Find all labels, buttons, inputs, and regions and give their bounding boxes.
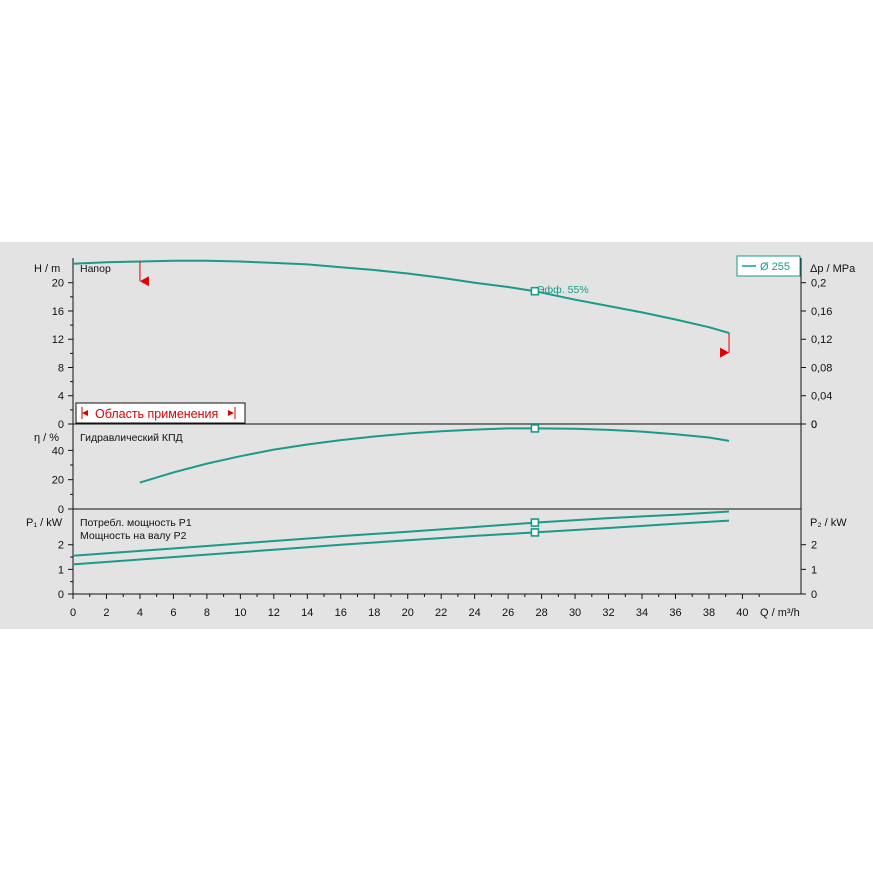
y2-tick-label: 0,04: [811, 391, 832, 403]
y-tick-label: 20: [52, 278, 64, 290]
x-tick-label: 36: [669, 607, 681, 619]
y-tick-label: 2: [58, 540, 64, 552]
curve-power-0: [72, 510, 730, 557]
head-series-label: Напор: [80, 263, 111, 275]
legend-label: Ø 255: [760, 261, 790, 273]
x-tick-label: 34: [636, 607, 648, 619]
range-left-arrow-icon: [82, 410, 88, 416]
x-tick-label: 18: [368, 607, 380, 619]
x-tick-label: 28: [535, 607, 547, 619]
y-tick-label: 1: [58, 564, 64, 576]
chart-background: [0, 242, 873, 629]
x-tick-label: 30: [569, 607, 581, 619]
power-operating-point-1: [530, 518, 540, 527]
p2-series-label: Мощность на валу P2: [80, 530, 187, 542]
y2-tick-label: 0,12: [811, 334, 832, 346]
x-tick-label: 0: [70, 607, 76, 619]
x-tick-label: 8: [204, 607, 210, 619]
efficiency-operating-point: [530, 424, 540, 433]
efficiency-point-label: Эфф. 55%: [537, 284, 589, 296]
x-tick-label: 40: [736, 607, 748, 619]
y2-tick-label: 2: [811, 540, 817, 552]
x-tick-label: 22: [435, 607, 447, 619]
x-tick-label: 26: [502, 607, 514, 619]
x-tick-label: 12: [268, 607, 280, 619]
x-tick-label: 24: [469, 607, 481, 619]
application-range-box: [75, 402, 246, 424]
range-max-arrow-icon: [720, 347, 730, 358]
efficiency-axis-label: η / %: [34, 432, 59, 444]
axes: [68, 258, 806, 599]
x-tick-label: 14: [301, 607, 313, 619]
x-tick-label: 10: [234, 607, 246, 619]
y-tick-label: 8: [58, 362, 64, 374]
curve-head: [72, 259, 730, 334]
y-tick-label: 16: [52, 306, 64, 318]
y2-tick-label: 0: [811, 589, 817, 601]
y2-tick-label: 0: [811, 419, 817, 431]
curves: [72, 259, 730, 566]
x-tick-label: 16: [335, 607, 347, 619]
curve-efficiency: [139, 427, 730, 484]
tick-labels: 04812162000,040,080,120,160,202040012012…: [52, 278, 833, 619]
curve-power-1: [72, 519, 730, 566]
x-axis-label: Q / m³/h: [760, 607, 800, 619]
y-tick-label: 12: [52, 334, 64, 346]
p2-axis-label: P₂ / kW: [810, 517, 847, 529]
p1-series-label: Потребл. мощность P1: [80, 517, 192, 529]
head-axis-label: H / m: [34, 263, 60, 275]
operating-points: [139, 261, 730, 537]
x-tick-label: 2: [103, 607, 109, 619]
range-min-arrow-icon: [139, 276, 149, 287]
y-tick-label: 0: [58, 419, 64, 431]
y2-tick-label: 1: [811, 564, 817, 576]
y-tick-label: 4: [58, 391, 64, 403]
x-tick-label: 6: [170, 607, 176, 619]
y-tick-label: 40: [52, 445, 64, 457]
efficiency-series-label: Гидравлический КПД: [80, 432, 183, 444]
application-range-label: Область применения: [95, 407, 218, 421]
power-operating-point-2: [530, 528, 540, 537]
y2-tick-label: 0,16: [811, 306, 832, 318]
head-operating-point: [530, 286, 540, 296]
y2-tick-label: 0,08: [811, 362, 832, 374]
x-tick-label: 32: [602, 607, 614, 619]
y2-tick-label: 0,2: [811, 278, 826, 290]
legend-box: [736, 255, 801, 277]
x-tick-label: 4: [137, 607, 143, 619]
range-right-arrow-icon: [228, 410, 234, 416]
y2-tick-label: 0: [811, 419, 817, 431]
x-tick-label: 38: [703, 607, 715, 619]
p1-axis-label: P₁ / kW: [26, 517, 63, 529]
pressure-axis-label: Δp / MPa: [810, 263, 856, 275]
x-tick-label: 20: [402, 607, 414, 619]
y-tick-label: 0: [58, 504, 64, 516]
y-tick-label: 20: [52, 475, 64, 487]
y-tick-label: 0: [58, 589, 64, 601]
